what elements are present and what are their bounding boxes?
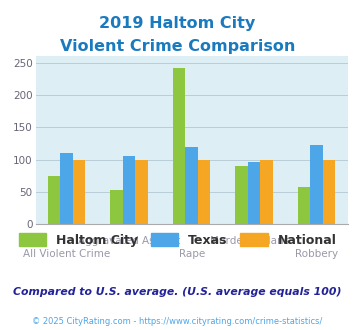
Bar	[298, 187, 310, 224]
Text: Rape: Rape	[179, 249, 205, 259]
Bar	[261, 160, 273, 224]
Text: Compared to U.S. average. (U.S. average equals 100): Compared to U.S. average. (U.S. average …	[13, 287, 342, 297]
Text: All Violent Crime: All Violent Crime	[23, 249, 110, 259]
Bar	[173, 68, 185, 224]
Legend: Haltom City, Texas, National: Haltom City, Texas, National	[12, 227, 343, 253]
Text: Robbery: Robbery	[295, 249, 338, 259]
Text: Murder & Mans...: Murder & Mans...	[209, 236, 299, 246]
Text: 2019 Haltom City: 2019 Haltom City	[99, 16, 256, 31]
Bar	[110, 190, 123, 224]
Bar	[60, 153, 73, 224]
Bar	[310, 146, 323, 224]
Text: Violent Crime Comparison: Violent Crime Comparison	[60, 39, 295, 54]
Bar	[136, 160, 148, 224]
Text: © 2025 CityRating.com - https://www.cityrating.com/crime-statistics/: © 2025 CityRating.com - https://www.city…	[32, 317, 323, 326]
Bar	[48, 176, 60, 224]
Bar	[73, 160, 86, 224]
Bar	[323, 160, 335, 224]
Bar	[248, 162, 261, 224]
Bar	[198, 160, 211, 224]
Bar	[235, 166, 248, 224]
Bar	[185, 147, 198, 224]
Text: Aggravated Assault: Aggravated Assault	[78, 236, 180, 246]
Bar	[123, 156, 136, 224]
